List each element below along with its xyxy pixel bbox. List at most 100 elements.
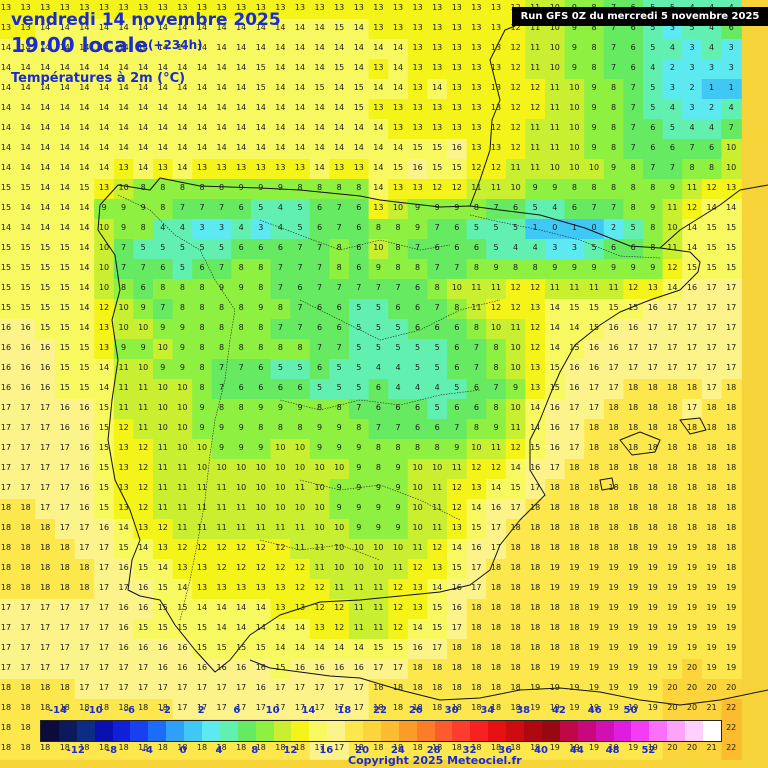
grid-value: 7	[473, 363, 479, 372]
temperature-cell	[623, 79, 644, 100]
grid-value: 10	[510, 343, 521, 352]
grid-value: 18	[510, 543, 521, 552]
grid-value: 7	[121, 243, 127, 252]
grid-value: 14	[79, 203, 90, 212]
temperature-cell	[290, 99, 311, 120]
grid-value: 11	[530, 63, 541, 72]
temperature-cell	[407, 99, 429, 120]
grid-value: 10	[588, 163, 600, 172]
grid-value: 18	[0, 723, 12, 732]
grid-value: 18	[726, 503, 737, 512]
grid-value: 19	[706, 583, 717, 592]
grid-value: 18	[510, 623, 521, 632]
temperature-cell	[486, 219, 507, 240]
grid-value: 17	[510, 503, 521, 512]
temperature-cell	[309, 99, 331, 120]
grid-value: 14	[216, 623, 227, 632]
grid-value: 4	[395, 363, 401, 372]
temperature-cell	[721, 39, 742, 60]
temperature-cell	[486, 0, 507, 20]
temperature-cell	[74, 239, 95, 260]
grid-value: 12	[510, 103, 521, 112]
grid-value: 11	[177, 523, 188, 532]
temperature-cell	[329, 159, 350, 180]
temperature-cell	[427, 219, 448, 240]
grid-value: 10	[275, 443, 286, 452]
grid-value: 14	[216, 103, 227, 112]
grid-value: 10	[353, 563, 364, 572]
grid-value: 16	[118, 643, 129, 652]
grid-value: 14	[392, 83, 404, 92]
temperature-cell	[388, 219, 409, 240]
grid-value: 19	[588, 683, 600, 692]
grid-value: 11	[157, 503, 168, 512]
grid-value: 12	[412, 563, 423, 572]
temperature-cell	[466, 199, 487, 220]
grid-value: 17	[40, 643, 51, 652]
grid-value: 9	[199, 403, 205, 412]
temperature-cell	[466, 119, 487, 140]
grid-value: 6	[356, 263, 362, 272]
temperature-cell	[447, 59, 468, 80]
grid-value: 18	[686, 483, 698, 492]
grid-value: 5	[591, 243, 597, 252]
temperature-cell	[55, 199, 76, 220]
temperature-cell	[525, 119, 546, 140]
grid-value: 13	[490, 143, 502, 152]
scale-tick-lower: 0	[179, 745, 187, 756]
temperature-cell	[153, 159, 174, 180]
grid-value: 14	[177, 583, 188, 592]
grid-value: 10	[471, 443, 482, 452]
grid-value: 14	[275, 643, 286, 652]
grid-value: 15	[216, 643, 227, 652]
grid-value: 13	[138, 523, 149, 532]
grid-value: 11	[118, 403, 129, 412]
grid-value: 8	[630, 203, 636, 212]
temperature-cell	[231, 99, 252, 120]
grid-value: 4	[415, 383, 421, 392]
temperature-cell	[349, 119, 370, 140]
grid-value: 14	[255, 623, 266, 632]
grid-value: 18	[0, 683, 12, 692]
temperature-cell	[35, 19, 56, 40]
temperature-cell	[603, 99, 625, 120]
temperature-cell	[231, 79, 252, 100]
temperature-cell	[251, 0, 272, 20]
scale-swatch	[130, 721, 149, 741]
grid-value: 15	[20, 303, 31, 312]
grid-value: 12	[392, 603, 404, 612]
grid-value: 19	[549, 663, 560, 672]
grid-value: 8	[493, 363, 499, 372]
forecast-lead-time: (+234h)	[148, 38, 203, 52]
temperature-cell	[545, 159, 566, 180]
grid-value: 13	[412, 23, 423, 32]
grid-value: 1	[728, 83, 734, 92]
temperature-cell	[172, 99, 193, 120]
grid-value: 9	[650, 263, 656, 272]
temperature-cell	[662, 199, 683, 220]
grid-value: 14	[20, 143, 31, 152]
grid-value: 13	[118, 463, 129, 472]
grid-value: 15	[40, 323, 51, 332]
grid-value: 16	[314, 663, 325, 672]
grid-value: 19	[588, 563, 600, 572]
grid-value: 14	[138, 143, 149, 152]
temperature-cell	[192, 119, 213, 140]
grid-value: 6	[258, 243, 264, 252]
grid-value: 10	[314, 483, 325, 492]
grid-value: 9	[591, 103, 597, 112]
grid-value: 5	[454, 383, 460, 392]
grid-value: 1	[532, 223, 538, 232]
grid-value: 17	[59, 643, 70, 652]
temperature-cell	[603, 139, 625, 160]
grid-value: 15	[588, 323, 600, 332]
grid-value: 17	[726, 343, 737, 352]
grid-value: 9	[121, 203, 127, 212]
grid-value: 11	[314, 543, 325, 552]
temperature-cell	[349, 0, 370, 20]
grid-value: 17	[196, 683, 208, 692]
temperature-cell	[94, 219, 115, 240]
temperature-cell	[55, 0, 76, 20]
grid-value: 15	[314, 83, 325, 92]
grid-value: 18	[706, 503, 717, 512]
